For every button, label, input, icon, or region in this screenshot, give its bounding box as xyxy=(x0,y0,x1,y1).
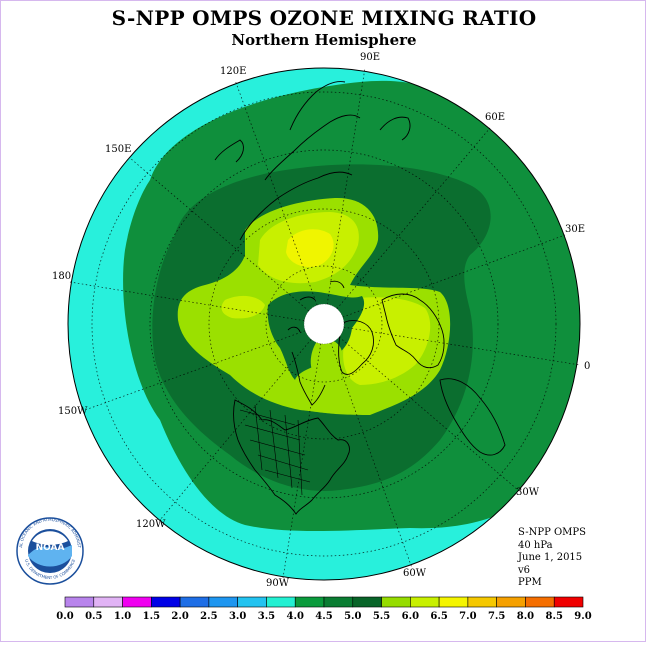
meridian-60e xyxy=(323,127,491,325)
info-date: June 1, 2015 xyxy=(518,552,583,563)
ozone-band-lime-core xyxy=(310,339,343,376)
color-bar-tick-label: 0.0 xyxy=(56,611,73,622)
color-bar-box xyxy=(122,596,152,608)
lon-label-60e: 60E xyxy=(485,112,505,123)
meridian-150e xyxy=(129,157,325,325)
lon-label-90e: 90E xyxy=(360,52,380,63)
lon-label-150e: 150E xyxy=(105,144,131,155)
africa-coast xyxy=(439,378,506,456)
lat-circle-50 xyxy=(208,208,440,440)
lon-label-30e: 30E xyxy=(565,224,585,235)
hudson-bay-coast xyxy=(291,351,326,406)
color-bar-box xyxy=(438,596,469,608)
ozone-band-yellow-green-3 xyxy=(221,295,265,319)
color-bar-labels: 0.0 0.5 1.0 1.5 2.0 2.5 3.0 3.5 4.0 4.5 5.0 5.5 6.0 6… xyxy=(56,611,591,622)
lon-label-180: 180 xyxy=(52,271,71,282)
india-coast xyxy=(379,116,411,141)
color-bar-box xyxy=(266,596,296,608)
info-version: v6 xyxy=(518,564,531,576)
lat-circle-30 xyxy=(149,149,499,499)
color-bar-tick-label: 8.5 xyxy=(546,611,563,622)
color-bar-box xyxy=(93,596,123,608)
info-instrument: S-NPP OMPS xyxy=(518,527,586,538)
lon-label-90w: 90W xyxy=(266,578,290,589)
graticule xyxy=(69,67,581,579)
europe-coast xyxy=(381,293,445,369)
color-bar-box xyxy=(151,596,181,608)
lon-label-150w: 150W xyxy=(58,406,88,417)
japan-coast xyxy=(214,139,244,163)
color-bar-box xyxy=(323,596,354,608)
color-bar-tick-label: 5.5 xyxy=(373,611,390,622)
ozone-band-yellow xyxy=(286,229,334,268)
lat-circle-10 xyxy=(91,91,557,557)
lon-label-0: 0 xyxy=(584,361,590,372)
color-bar-tick-label: 2.5 xyxy=(200,611,217,622)
color-bar-tick-label: 1.5 xyxy=(143,611,160,622)
color-bar-tick-label: 6.5 xyxy=(430,611,447,622)
map-subtitle: Northern Hemisphere xyxy=(231,31,417,49)
color-bar-box xyxy=(208,596,238,608)
lon-label-120e: 120E xyxy=(220,66,246,77)
color-bar-tick-label: 4.0 xyxy=(287,611,304,622)
meridian-180 xyxy=(69,281,325,325)
color-bar-tick-label: 5.0 xyxy=(344,611,361,622)
meridian-120e xyxy=(234,79,325,325)
color-bar-tick-label: 4.5 xyxy=(315,611,332,622)
color-bar-box xyxy=(496,596,526,608)
meridian-90e xyxy=(323,67,366,325)
info-level: 40 hPa xyxy=(518,539,553,551)
color-bar-box xyxy=(467,596,497,608)
map-boundary xyxy=(67,67,581,581)
ozone-band-yellow-green-2 xyxy=(343,297,431,385)
meridian-60w xyxy=(323,323,413,569)
meridian-0 xyxy=(323,323,581,366)
color-bar-box xyxy=(352,596,382,608)
color-bar-box xyxy=(64,596,95,608)
color-bar-tick-label: 2.0 xyxy=(171,611,188,622)
color-bar-tick-label: 8.0 xyxy=(517,611,534,622)
lon-label-60w: 60W xyxy=(403,568,427,579)
color-bar-box xyxy=(553,596,584,608)
color-bar-tick-label: 3.0 xyxy=(229,611,246,622)
north-america-coast xyxy=(233,399,350,515)
lat-circle-70 xyxy=(265,265,383,383)
info-block: S-NPP OMPS 40 hPa June 1, 2015 v6 PPM xyxy=(518,527,586,590)
color-bar-tick-label: 7.0 xyxy=(459,611,476,622)
color-bar-tick-label: 3.5 xyxy=(258,611,275,622)
us-state-lines xyxy=(239,404,311,496)
color-bar-box xyxy=(525,596,555,608)
color-bar-tick-label: 0.5 xyxy=(85,611,102,622)
arctic-islands xyxy=(287,280,345,333)
meridian-90w xyxy=(282,323,325,579)
info-units: PPM xyxy=(518,577,542,588)
map-title: S-NPP OMPS OZONE MIXING RATIO xyxy=(111,6,537,30)
color-bar-tick-label: 1.0 xyxy=(114,611,131,622)
asia-coast-1 xyxy=(239,171,353,241)
color-bar-tick-label: 7.5 xyxy=(488,611,505,622)
color-bar-box xyxy=(237,596,267,608)
color-bar-box xyxy=(294,596,325,608)
color-bar-tick-label: 9.0 xyxy=(574,611,591,622)
meridian-30w xyxy=(323,323,519,491)
color-bar-tick-label: 6.0 xyxy=(402,611,419,622)
meridian-120w xyxy=(159,323,325,521)
meridian-30e xyxy=(323,234,566,325)
color-bar-box xyxy=(179,596,210,608)
color-bar-box xyxy=(381,596,411,608)
lon-label-30w: 30W xyxy=(516,487,540,498)
pole-no-data xyxy=(303,303,345,345)
color-bar-box xyxy=(410,596,440,608)
color-bar-boxes xyxy=(64,596,584,608)
asia-coast-2 xyxy=(264,114,361,181)
lon-label-120w: 120W xyxy=(136,519,166,530)
